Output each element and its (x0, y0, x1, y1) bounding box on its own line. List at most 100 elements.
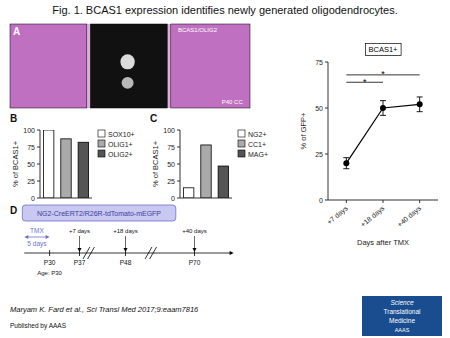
y-tick-label: 25 (27, 178, 35, 185)
tmx-arrow (27, 237, 46, 238)
timepoint-label: P70 (189, 259, 201, 266)
x-axis-line (180, 198, 232, 199)
error-bar-cap (343, 168, 349, 169)
y-tick-label: 100 (23, 127, 35, 134)
error-bar-cap (417, 96, 423, 97)
y-tick (37, 130, 40, 131)
y-tick (177, 181, 180, 182)
arrow-head (46, 235, 50, 239)
arrow-head (24, 235, 28, 239)
line-marks (343, 75, 422, 169)
x-axis-label: Days after TMX (357, 238, 409, 247)
title-box (366, 44, 402, 56)
logo-text: Translational (384, 308, 422, 315)
interval-arrow (125, 236, 126, 249)
y-axis-label: % of BCAS1+ (151, 140, 160, 187)
y-tick (37, 198, 40, 199)
arrow-head (193, 248, 197, 252)
legend-swatch (98, 150, 105, 157)
data-point (343, 160, 349, 166)
image-left (10, 24, 87, 108)
panel-letter: A (13, 26, 20, 37)
bright-spot (120, 54, 134, 69)
x-axis-line (40, 198, 92, 199)
logo-background (362, 296, 442, 336)
y-tick (37, 181, 40, 182)
genotype-label: NG2-CreERT2/R26R-tdTomato-mEGFP (37, 210, 161, 217)
bar (183, 188, 193, 198)
y-axis-line (328, 62, 329, 200)
y-tick (177, 164, 180, 165)
legend-label: CC1+ (248, 141, 266, 148)
error-bar (380, 101, 386, 116)
x-tick (346, 200, 347, 203)
y-tick (177, 130, 180, 131)
panel-letter: C (150, 113, 157, 124)
bar-chart: 0255075100% of BCAS1+BSOX10+OLIG1+OLIG2+ (10, 113, 135, 202)
x-tick-label: +7 days (326, 204, 350, 226)
arrow-head (124, 248, 128, 252)
legend-swatch (98, 140, 105, 147)
bars (183, 145, 228, 198)
y-tick-label: 75 (315, 59, 323, 66)
y-tick-label: 50 (315, 105, 323, 112)
y-tick (37, 147, 40, 148)
timepoint-label: P30 (44, 259, 56, 266)
image-label: P40 CC (222, 99, 244, 105)
x-tick-label: +40 days (396, 204, 423, 229)
y-tick-label: 75 (27, 144, 35, 151)
error-bar (417, 97, 423, 112)
data-point (417, 101, 423, 107)
bar (61, 139, 71, 198)
logo-text: AAAS (395, 327, 410, 333)
citation: Maryam K. Fard et al., Sci Transl Med 20… (10, 305, 199, 314)
data-point (380, 105, 386, 111)
significance-star: * (381, 69, 385, 79)
x-tick-label: +18 days (359, 204, 386, 229)
y-axis-label: % of BCAS1+ (11, 140, 20, 187)
y-tick (325, 62, 328, 63)
y-tick (37, 164, 40, 165)
error-bar-cap (417, 111, 423, 112)
legend-label: NG2+ (248, 131, 266, 138)
break-mark (150, 247, 157, 259)
tmx-duration: 5 days (27, 240, 47, 248)
logo-text: Science (390, 299, 414, 306)
arrow-head (230, 251, 234, 255)
interval-label: +40 days (182, 228, 207, 234)
image-right (171, 24, 250, 108)
interval-label: +18 days (113, 228, 138, 234)
y-tick (325, 200, 328, 201)
figure: Fig. 1. BCAS1 expression identifies newl… (0, 0, 450, 338)
panel-letter: D (10, 205, 17, 216)
x-tick (419, 200, 420, 203)
legend: NG2+ CC1+ MAG+ (238, 130, 268, 158)
bar (78, 142, 88, 198)
y-tick-label: 75 (167, 144, 175, 151)
legend-swatch (238, 150, 245, 157)
y-tick (325, 154, 328, 155)
timepoint-label: P37 (74, 259, 86, 266)
timeline-diagram: DNG2-CreERT2/R26R-tdTomato-mEGFPTMX5 day… (10, 205, 234, 276)
y-tick-label: 50 (27, 161, 35, 168)
publisher: Published by AAAS (10, 322, 67, 330)
legend: SOX10+OLIG1+OLIG2+ (98, 130, 135, 158)
bar (218, 166, 228, 198)
y-tick-label: 50 (167, 161, 175, 168)
y-tick-label: 0 (31, 195, 35, 202)
error-bar-cap (343, 157, 349, 158)
image-background (10, 24, 250, 108)
genotype-box (22, 205, 176, 221)
legend-swatch (238, 130, 245, 137)
interval-arrow (194, 236, 195, 249)
error-bar-cap (380, 115, 386, 116)
y-axis-label: % of GFP+ (299, 112, 308, 150)
y-tick (325, 108, 328, 109)
legend-swatch (238, 140, 245, 147)
image-label: BCAS1/OLIG2 (178, 27, 218, 33)
bar-chart: 0255075100% of BCAS1+CNG2+CC1+MAG+ (150, 113, 268, 202)
y-tick-label: 0 (319, 197, 323, 204)
legend-label: MAG+ (248, 151, 268, 158)
logo-text: Medicine (389, 317, 415, 324)
legend-label: OLIG1+ (108, 141, 133, 148)
